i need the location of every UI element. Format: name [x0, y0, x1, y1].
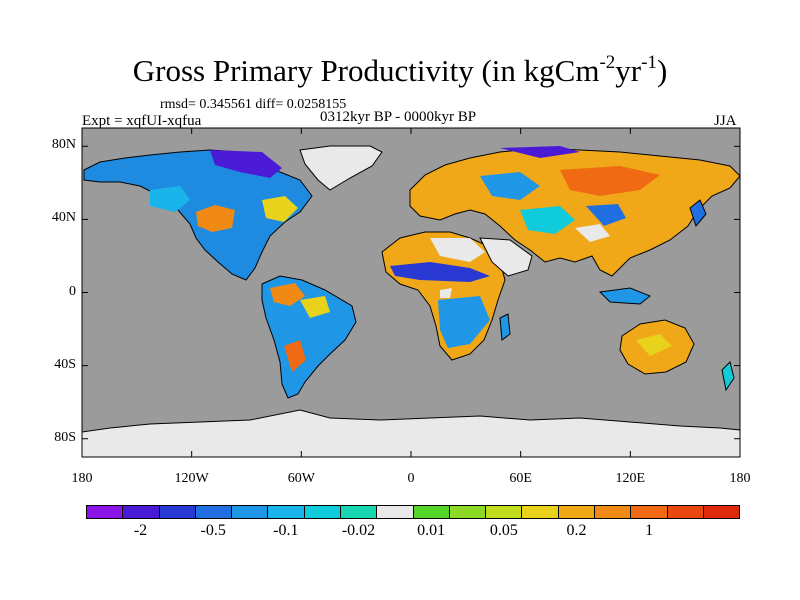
colorbar-swatch	[232, 506, 269, 518]
colorbar-swatch	[486, 506, 523, 518]
na-east-patch	[262, 196, 298, 222]
experiment-label: Expt = xqfUI-xqfua	[82, 113, 202, 129]
lat-label: 0	[69, 283, 76, 299]
lat-label: 40N	[51, 210, 76, 226]
lon-label: 180	[71, 471, 93, 486]
east-europe-patch	[480, 172, 540, 200]
colorbar-swatch	[87, 506, 124, 518]
colorbar-swatch	[667, 506, 704, 518]
central-asia-patch	[520, 206, 575, 234]
na-west-patch	[150, 186, 190, 212]
colorbar-label: -0.02	[341, 522, 376, 539]
colorbar-label: 0.2	[566, 522, 587, 539]
map-title: Gross Primary Productivity (in kgCm-2yr-…	[132, 52, 668, 88]
colorbar-swatch	[522, 506, 559, 518]
colorbar-label: -2	[133, 522, 148, 539]
arctic-russia-patch	[500, 146, 580, 158]
colorbar-label: -0.1	[273, 522, 299, 539]
lon-label: 60E	[509, 471, 532, 486]
colorbar-label: -0.5	[200, 522, 226, 539]
colorbar-label: 1	[645, 522, 654, 539]
colorbar-swatch	[558, 506, 595, 518]
greenland	[299, 145, 383, 191]
sahel-patch	[390, 262, 490, 282]
sahara-zero-patch	[430, 238, 485, 262]
arabia	[479, 237, 533, 277]
lat-label: 80S	[54, 429, 76, 445]
arctic-canada-patch	[210, 150, 282, 178]
sa-south-patch	[284, 340, 306, 372]
sa-center-patch	[300, 296, 330, 318]
lat-label: 40S	[54, 356, 76, 372]
colorbar	[86, 505, 740, 519]
colorbar-swatch	[195, 506, 233, 518]
lon-label: 0	[407, 471, 415, 486]
lon-label: 60W	[287, 471, 315, 486]
colorbar-label: 0.01	[417, 522, 446, 539]
colorbar-swatch	[377, 506, 414, 518]
colorbar-swatch	[413, 506, 450, 518]
colorbar-swatch	[340, 506, 378, 518]
colorbar-swatch	[123, 506, 160, 518]
stats-text: rmsd= 0.345561 diff= 0.0258155	[160, 97, 347, 112]
australia-center-patch	[636, 334, 672, 356]
lon-label: 120W	[174, 471, 209, 486]
antarctica	[81, 409, 741, 458]
japan	[689, 199, 707, 228]
lat-label: 80N	[51, 137, 76, 153]
colorbar-swatch	[631, 506, 668, 518]
colorbar-swatch	[304, 506, 341, 518]
madagascar	[499, 313, 511, 341]
na-positive-patch	[196, 205, 235, 232]
indonesia	[598, 287, 651, 305]
colorbar-swatch	[268, 506, 305, 518]
colorbar-label: 0.05	[489, 522, 518, 539]
colorbar-swatch	[594, 506, 632, 518]
southern-africa-patch	[438, 296, 490, 348]
congo-zero-patch	[440, 288, 452, 298]
lon-label: 120E	[615, 471, 646, 486]
period-text: 0312kyr BP - 0000kyr BP	[320, 109, 477, 125]
axis-ticks	[81, 128, 741, 457]
season-label: JJA	[714, 113, 737, 129]
colorbar-swatch	[449, 506, 487, 518]
sa-north-patch	[270, 283, 305, 306]
colorbar-swatch	[159, 506, 196, 518]
tibet-patch	[586, 204, 626, 226]
new-zealand	[721, 361, 735, 392]
south-america	[261, 275, 357, 399]
siberia-patch	[560, 166, 660, 196]
lon-label: 180	[729, 471, 751, 486]
asia-zero-patch	[575, 224, 610, 242]
colorbar-swatch	[703, 506, 740, 518]
